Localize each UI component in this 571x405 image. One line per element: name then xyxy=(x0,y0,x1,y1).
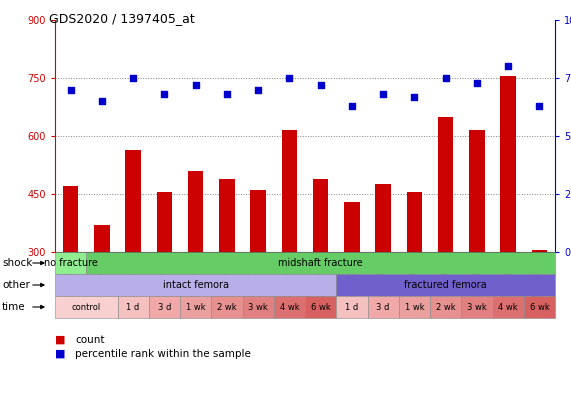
Bar xyxy=(407,192,422,252)
Point xyxy=(347,102,356,109)
Point xyxy=(535,102,544,109)
Text: GDS2020 / 1397405_at: GDS2020 / 1397405_at xyxy=(49,12,195,25)
Text: 3 wk: 3 wk xyxy=(467,303,486,311)
Text: other: other xyxy=(2,280,30,290)
Text: 1 d: 1 d xyxy=(127,303,140,311)
Point xyxy=(160,91,169,98)
Point xyxy=(472,79,481,86)
Point xyxy=(504,63,513,70)
Bar xyxy=(94,225,110,252)
Text: ■: ■ xyxy=(55,349,66,359)
Text: 3 d: 3 d xyxy=(376,303,390,311)
Point xyxy=(410,93,419,100)
Text: 6 wk: 6 wk xyxy=(311,303,331,311)
Point xyxy=(254,86,263,93)
Bar xyxy=(188,171,203,252)
Text: percentile rank within the sample: percentile rank within the sample xyxy=(75,349,251,359)
Text: intact femora: intact femora xyxy=(163,280,228,290)
Point xyxy=(285,75,294,81)
Bar xyxy=(63,186,78,252)
Text: midshaft fracture: midshaft fracture xyxy=(278,258,363,268)
Point xyxy=(66,86,75,93)
Text: 2 wk: 2 wk xyxy=(217,303,237,311)
Bar xyxy=(500,76,516,252)
Text: 3 wk: 3 wk xyxy=(248,303,268,311)
Text: 2 wk: 2 wk xyxy=(436,303,456,311)
Bar xyxy=(375,184,391,252)
Point xyxy=(128,75,138,81)
Text: no fracture: no fracture xyxy=(44,258,98,268)
Point xyxy=(441,75,450,81)
Text: 4 wk: 4 wk xyxy=(498,303,518,311)
Bar xyxy=(125,149,141,252)
Bar xyxy=(532,250,547,252)
Text: 3 d: 3 d xyxy=(158,303,171,311)
Text: time: time xyxy=(2,302,26,312)
Text: 1 wk: 1 wk xyxy=(186,303,206,311)
Bar xyxy=(219,179,235,252)
Point xyxy=(191,82,200,88)
Bar xyxy=(250,190,266,252)
Text: ■: ■ xyxy=(55,335,66,345)
Bar xyxy=(438,117,453,252)
Bar xyxy=(156,192,172,252)
Bar xyxy=(469,130,485,252)
Text: 1 wk: 1 wk xyxy=(405,303,424,311)
Text: 4 wk: 4 wk xyxy=(280,303,299,311)
Text: 6 wk: 6 wk xyxy=(529,303,549,311)
Bar xyxy=(282,130,297,252)
Text: fractured femora: fractured femora xyxy=(404,280,487,290)
Point xyxy=(316,82,325,88)
Text: 1 d: 1 d xyxy=(345,303,359,311)
Text: shock: shock xyxy=(2,258,33,268)
Point xyxy=(222,91,231,98)
Text: control: control xyxy=(71,303,101,311)
Bar xyxy=(313,179,328,252)
Text: count: count xyxy=(75,335,104,345)
Bar xyxy=(344,202,360,252)
Point xyxy=(379,91,388,98)
Point xyxy=(97,98,106,104)
